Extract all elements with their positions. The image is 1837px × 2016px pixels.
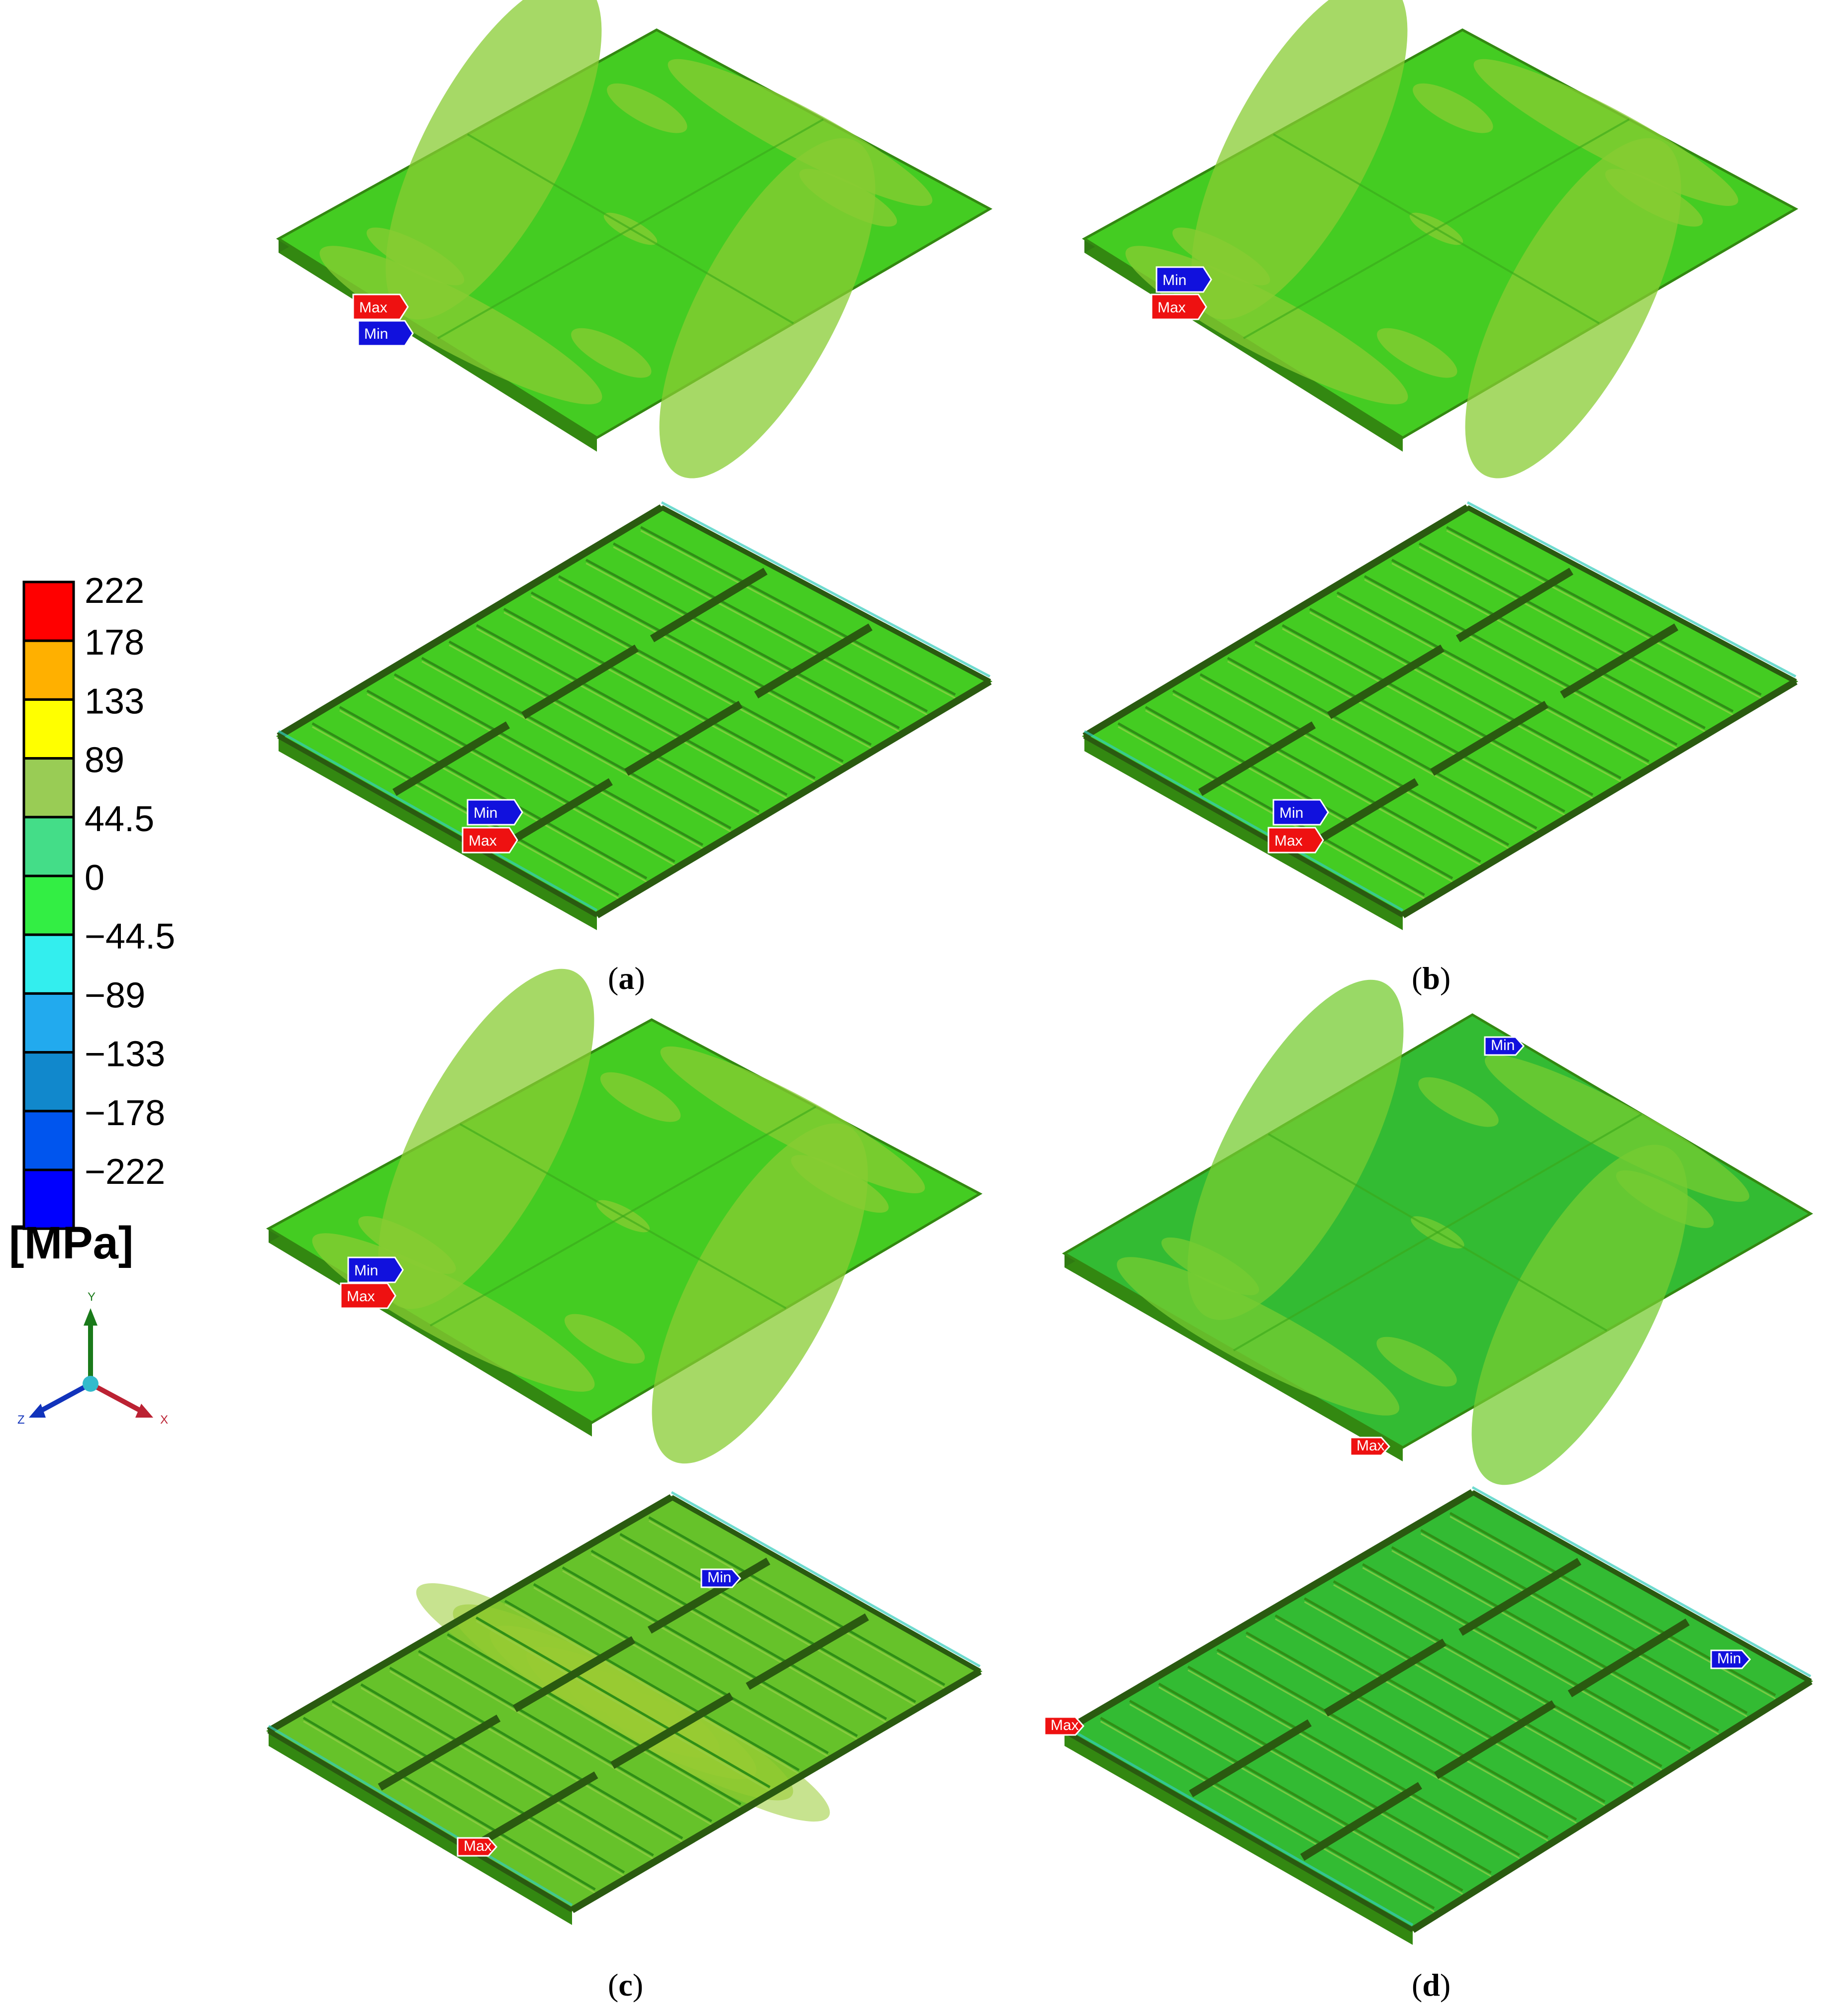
svg-text:Max: Max xyxy=(359,299,387,316)
max-marker: Max xyxy=(1267,827,1324,854)
max-marker: Max xyxy=(462,827,518,854)
caption-c: (c) xyxy=(608,1967,643,2003)
svg-text:Max: Max xyxy=(1356,1438,1385,1454)
stiffened-plate: Min Max xyxy=(266,1491,983,1925)
min-marker: Min xyxy=(1710,1649,1751,1669)
legend-swatch xyxy=(22,816,75,877)
skin-plate: Max Min xyxy=(276,0,993,479)
min-marker: Min xyxy=(357,320,414,347)
legend-label: −222 xyxy=(85,1152,165,1192)
min-marker: Min xyxy=(1272,799,1329,826)
svg-text:Max: Max xyxy=(469,833,497,849)
stiffened-plate: Min Max xyxy=(1044,1486,1813,1945)
min-marker: Min xyxy=(1156,266,1212,293)
svg-text:Min: Min xyxy=(474,805,497,821)
svg-text:Min: Min xyxy=(1162,272,1186,288)
svg-text:Max: Max xyxy=(464,1838,492,1854)
axis-z-label: Z xyxy=(17,1413,25,1427)
svg-text:Min: Min xyxy=(364,326,388,342)
legend-swatch xyxy=(22,1168,75,1230)
svg-text:Max: Max xyxy=(1274,833,1303,849)
legend-swatch xyxy=(22,1051,75,1113)
legend-label: −178 xyxy=(85,1093,165,1133)
svg-text:Min: Min xyxy=(1491,1037,1515,1054)
svg-text:Min: Min xyxy=(707,1569,731,1586)
legend-label: 222 xyxy=(85,571,144,611)
legend-swatch xyxy=(22,874,75,936)
legend-swatch xyxy=(22,698,75,760)
legend-label: 178 xyxy=(85,623,144,663)
axis-y-label: Y xyxy=(88,1290,96,1304)
min-marker: Min xyxy=(1484,1036,1525,1056)
svg-text:Max: Max xyxy=(1051,1717,1079,1733)
svg-text:Min: Min xyxy=(1279,805,1303,821)
legend-label: 89 xyxy=(85,741,124,780)
legend-swatch xyxy=(22,933,75,995)
stiffened-plate: Min Max xyxy=(276,501,993,930)
svg-text:Max: Max xyxy=(1158,299,1186,316)
skin-plate: Min Max xyxy=(266,968,983,1464)
svg-text:Min: Min xyxy=(354,1262,378,1279)
min-marker: Min xyxy=(700,1568,742,1588)
legend-label: 0 xyxy=(85,858,104,898)
skin-plate: Min Max xyxy=(1082,0,1799,479)
legend-label: 133 xyxy=(85,681,144,721)
svg-text:Min: Min xyxy=(1717,1650,1741,1667)
max-marker: Max xyxy=(340,1282,396,1309)
max-marker: Max xyxy=(1350,1437,1391,1456)
max-marker: Max xyxy=(1044,1716,1085,1736)
caption-b: (b) xyxy=(1412,960,1450,996)
legend-label: −89 xyxy=(85,975,145,1015)
min-marker: Min xyxy=(467,799,523,826)
legend-swatch xyxy=(22,580,75,642)
legend-unit: [MPa] xyxy=(9,1218,133,1268)
panels: MaxMinMinMaxMinMaxMinMaxMinMaxMinMaxMinM… xyxy=(266,0,1813,1945)
legend-label: −44.5 xyxy=(85,917,175,957)
skin-plate: Min Max xyxy=(1062,979,1813,1485)
legend-label: −133 xyxy=(85,1035,165,1074)
legend-swatch xyxy=(22,992,75,1054)
legend-swatch xyxy=(22,639,75,701)
caption-d: (d) xyxy=(1412,1967,1450,2003)
min-marker: Min xyxy=(347,1256,404,1283)
max-marker: Max xyxy=(352,293,409,320)
legend-swatch xyxy=(22,1110,75,1171)
legend-label: 44.5 xyxy=(85,799,154,839)
caption-a: (a) xyxy=(608,960,645,996)
max-marker: Max xyxy=(1151,293,1207,320)
stiffened-plate: Min Max xyxy=(1082,501,1799,930)
max-marker: Max xyxy=(457,1837,498,1857)
axis-x-label: X xyxy=(160,1413,168,1427)
axis-triad: Y Z X xyxy=(17,1290,168,1427)
legend-swatch xyxy=(22,757,75,819)
svg-text:Max: Max xyxy=(347,1288,375,1305)
color-legend: 222 178 133 89 44.5 0 −44.5 −89 −133 −178 −222 xyxy=(22,571,175,1230)
